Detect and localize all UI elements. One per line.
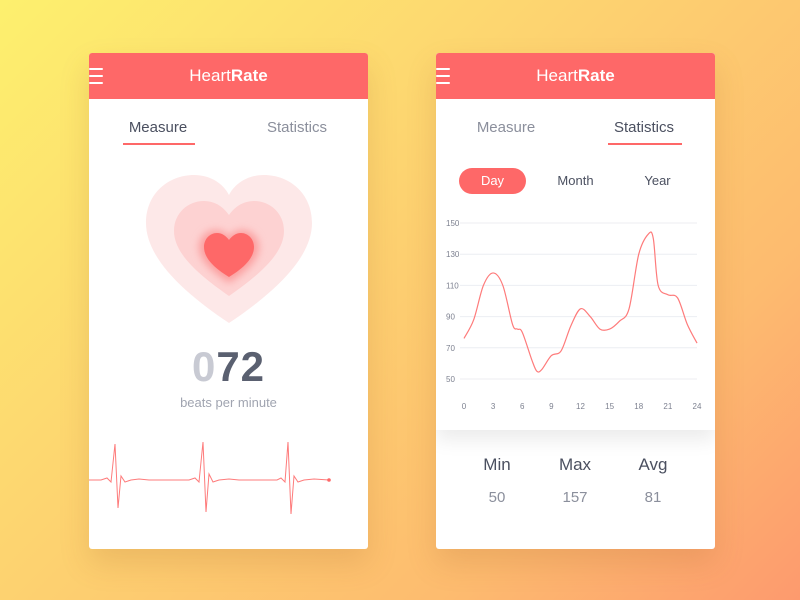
range-day-button[interactable]: Day (459, 168, 526, 194)
y-tick-label: 70 (446, 344, 455, 353)
bpm-value: 72 (216, 343, 266, 390)
app-title-regular: Heart (536, 66, 578, 85)
app-title-bold: Rate (577, 66, 615, 85)
heart-rate-chart: 50 70 90 110 130 150 0 3 6 9 12 15 18 21 24 (446, 219, 702, 411)
tab-active-indicator (608, 143, 682, 145)
stat-min-value: 50 (488, 489, 506, 506)
stat-max: Max 157 (545, 455, 605, 506)
x-tick-label: 18 (634, 402, 643, 411)
y-tick-label: 110 (446, 281, 459, 290)
app-bar: HeartRate (89, 53, 368, 99)
heart-icon (144, 173, 314, 325)
x-tick-label: 0 (462, 402, 467, 411)
tab-measure[interactable]: Measure (476, 119, 536, 136)
stat-avg: Avg 81 (623, 455, 683, 506)
y-tick-label: 50 (446, 375, 455, 384)
app-title-regular: Heart (189, 66, 231, 85)
app-title-bold: Rate (230, 66, 268, 85)
y-tick-label: 130 (446, 250, 460, 259)
stat-min: Min 50 (467, 455, 527, 506)
bpm-leading-zero: 0 (191, 343, 217, 390)
range-selector: Day Month Year (436, 168, 715, 194)
x-tick-label: 3 (491, 402, 496, 411)
measure-screen: HeartRate Measure Statistics 072 beats p… (89, 53, 368, 549)
bpm-label: beats per minute (180, 395, 277, 410)
menu-icon[interactable] (436, 68, 450, 84)
stat-min-label: Min (483, 455, 511, 474)
app-title: HeartRate (189, 66, 267, 86)
tab-measure[interactable]: Measure (128, 119, 188, 136)
y-tick-label: 150 (446, 219, 460, 228)
tab-statistics[interactable]: Statistics (613, 119, 674, 136)
stat-max-value: 157 (562, 489, 588, 506)
x-tick-label: 12 (576, 402, 585, 411)
app-bar: HeartRate (436, 53, 715, 99)
range-month-button[interactable]: Month (557, 173, 594, 188)
tab-bar: Measure Statistics (436, 99, 715, 155)
heart-rate-series-line (463, 231, 698, 373)
chart-card: HeartRate Measure Statistics Day Month Y… (436, 53, 715, 430)
ecg-endpoint (327, 478, 331, 482)
x-tick-label: 6 (520, 402, 525, 411)
ecg-waveform (89, 441, 331, 515)
stat-avg-value: 81 (644, 489, 662, 506)
x-tick-label: 9 (549, 402, 554, 411)
bpm-readout: 072 (89, 343, 368, 391)
tab-active-indicator (123, 143, 195, 145)
stat-max-label: Max (558, 455, 592, 474)
range-year-button[interactable]: Year (644, 173, 671, 188)
y-tick-label: 90 (446, 313, 455, 322)
x-tick-label: 15 (605, 402, 614, 411)
tab-bar: Measure Statistics (89, 99, 368, 155)
statistics-screen: HeartRate Measure Statistics Day Month Y… (436, 53, 715, 549)
menu-icon[interactable] (89, 68, 103, 84)
app-title: HeartRate (536, 66, 614, 86)
tab-statistics[interactable]: Statistics (266, 119, 327, 136)
x-tick-label: 24 (693, 402, 702, 411)
x-tick-label: 21 (663, 402, 672, 411)
stat-avg-label: Avg (638, 455, 668, 474)
